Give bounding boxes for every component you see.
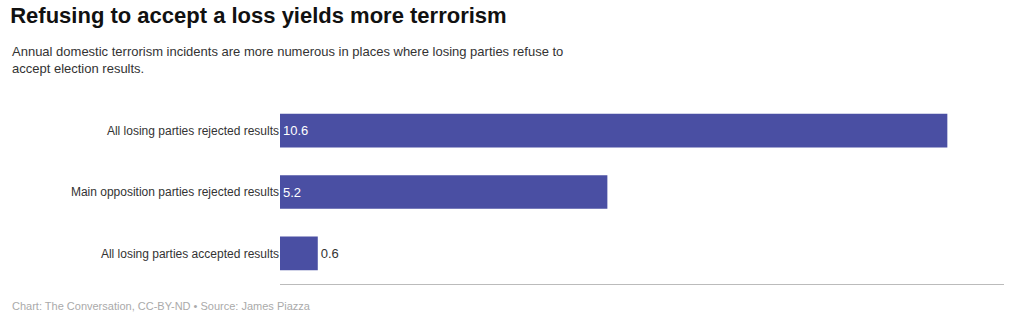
- svg-text:Refusing to accept a loss yiel: Refusing to accept a loss yields more te…: [10, 3, 506, 28]
- svg-text:All losing parties accepted re: All losing parties accepted results: [101, 247, 279, 261]
- svg-text:5.2: 5.2: [283, 185, 301, 200]
- svg-text:0.6: 0.6: [321, 246, 339, 261]
- svg-text:10.6: 10.6: [283, 123, 308, 138]
- svg-text:All losing parties rejected re: All losing parties rejected results: [107, 124, 279, 138]
- svg-text:Main opposition parties reject: Main opposition parties rejected results: [71, 185, 279, 199]
- svg-text:Chart: The Conversation, CC-BY: Chart: The Conversation, CC-BY-ND • Sour…: [12, 300, 311, 312]
- svg-text:Annual domestic terrorism inci: Annual domestic terrorism incidents are …: [12, 44, 563, 76]
